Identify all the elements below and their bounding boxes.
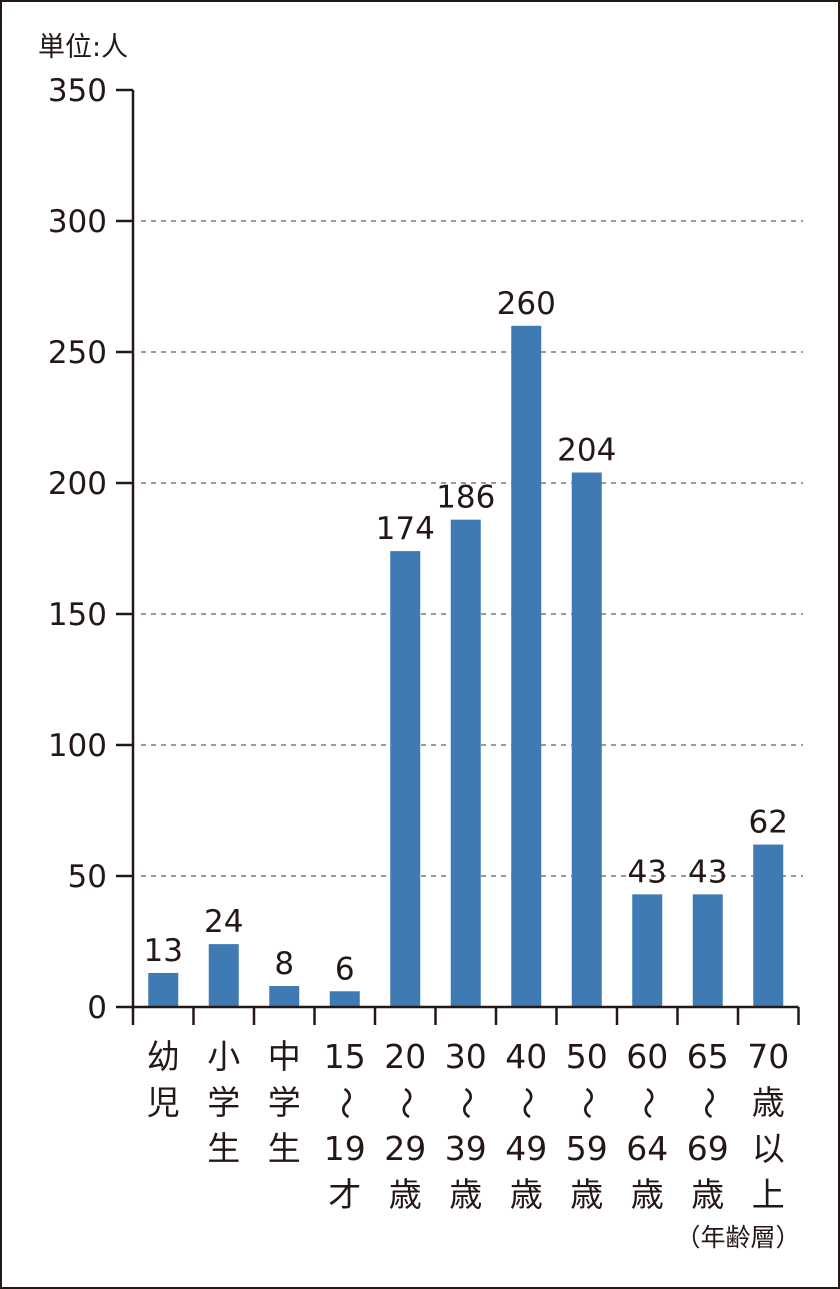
- x-tick-label: 〜: [568, 1087, 607, 1120]
- bar: [450, 519, 481, 1007]
- unit-label: 単位:人: [38, 32, 128, 63]
- bar: [148, 972, 179, 1007]
- x-tick-label: 〜: [507, 1087, 546, 1120]
- x-tick-label: 〜: [386, 1087, 425, 1120]
- x-tick-label: 〜: [628, 1087, 667, 1120]
- bar-value-label: 24: [204, 904, 243, 940]
- x-tick-label: 65: [687, 1037, 729, 1076]
- x-axis-note: （年齢層）: [675, 1223, 800, 1252]
- bar: [329, 991, 360, 1007]
- x-tick-label: 歳: [389, 1175, 422, 1214]
- x-tick-label: 15: [324, 1037, 366, 1076]
- x-tick-label: 30: [445, 1037, 487, 1076]
- bar-value-label: 204: [557, 433, 616, 469]
- y-tick-label: 100: [48, 728, 107, 764]
- x-tick-label: 歳: [691, 1175, 724, 1214]
- x-tick-label: 生: [268, 1129, 301, 1168]
- x-tick-label: 29: [384, 1129, 426, 1168]
- x-tick-label: 歳: [510, 1175, 543, 1214]
- x-tick-label: 39: [445, 1129, 487, 1168]
- x-tick-label: 50: [566, 1037, 608, 1076]
- x-tick-label: 中: [268, 1037, 301, 1076]
- bar-value-label: 8: [274, 946, 294, 982]
- x-tick-label: 49: [505, 1129, 547, 1168]
- y-tick-labels: 0 50 100 150 200 250 300 350: [48, 73, 107, 1026]
- x-tick-label: 20: [384, 1037, 426, 1076]
- x-tick-label: 19: [324, 1129, 366, 1168]
- bar: [269, 986, 300, 1007]
- x-tick-label: 64: [626, 1129, 668, 1168]
- y-tick-label: 300: [48, 204, 107, 240]
- x-tick-label: 70: [747, 1037, 789, 1076]
- x-tick-label: 59: [566, 1129, 608, 1168]
- x-tick-label: 歳: [570, 1175, 603, 1214]
- bar-value-label: 43: [628, 854, 667, 890]
- x-tick-label: 〜: [689, 1087, 728, 1120]
- bar-value-label: 260: [497, 286, 556, 322]
- y-tick-label: 350: [48, 73, 107, 109]
- bar: [692, 894, 723, 1007]
- x-tick-label: 学: [207, 1083, 240, 1122]
- x-tick-label: 以: [752, 1129, 785, 1168]
- x-tick-label: 児: [147, 1083, 180, 1122]
- y-tick-label: 250: [48, 335, 107, 371]
- x-tick-label: 60: [626, 1037, 668, 1076]
- x-tick-label: 幼: [147, 1037, 180, 1076]
- bar: [511, 325, 542, 1007]
- y-tick-label: 150: [48, 597, 107, 633]
- bar-value-label: 13: [144, 933, 183, 969]
- x-tick-label: 69: [687, 1129, 729, 1168]
- y-tick-label: 0: [87, 990, 107, 1026]
- bar: [390, 551, 421, 1007]
- x-tick-label: 学: [268, 1083, 301, 1122]
- x-tick-label: 歳: [752, 1083, 785, 1122]
- gridlines: [141, 220, 803, 877]
- x-tick-label: 才: [328, 1175, 361, 1214]
- x-tick-label: 歳: [449, 1175, 482, 1214]
- bar-value-label: 174: [376, 511, 435, 547]
- bar-value-label: 6: [335, 951, 355, 987]
- bar: [208, 944, 239, 1007]
- axes: [116, 88, 800, 1025]
- x-tick-label: 小: [207, 1037, 240, 1076]
- x-tick-label: 40: [505, 1037, 547, 1076]
- bar-value-label: 186: [436, 480, 495, 516]
- bar: [571, 472, 602, 1007]
- bar-value-label: 43: [688, 854, 727, 890]
- bar: [753, 844, 784, 1007]
- y-tick-label: 50: [68, 859, 107, 895]
- x-tick-label: 歳: [631, 1175, 664, 1214]
- y-tick-label: 200: [48, 466, 107, 502]
- bar: [632, 894, 663, 1007]
- bars: [148, 325, 784, 1007]
- x-tick-label: 〜: [326, 1087, 365, 1120]
- x-tick-label: 上: [752, 1175, 785, 1214]
- x-tick-label: 生: [207, 1129, 240, 1168]
- bar-value-label: 62: [749, 805, 788, 841]
- x-tick-label: 〜: [447, 1087, 486, 1120]
